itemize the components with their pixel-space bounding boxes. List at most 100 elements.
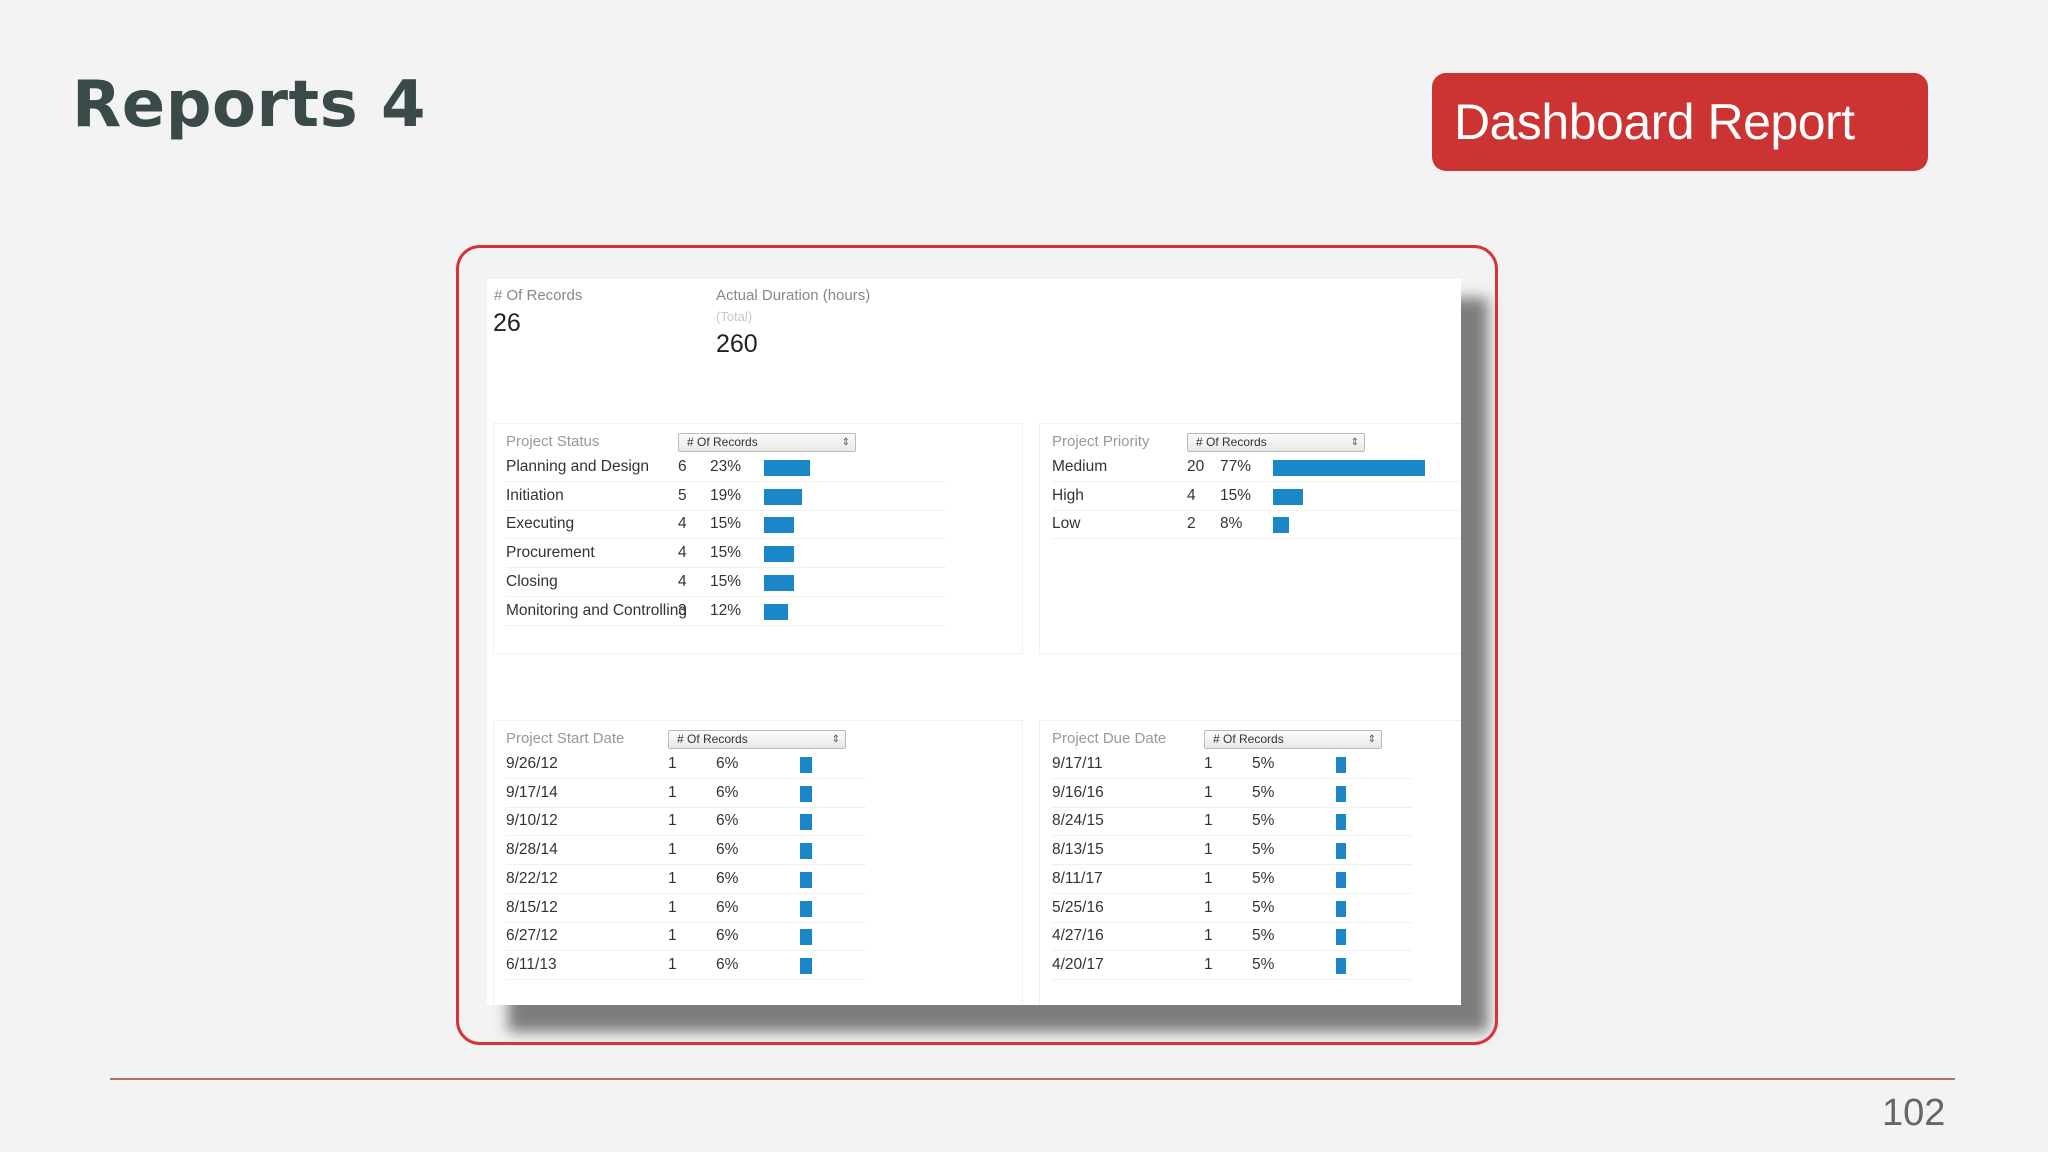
row-label: 8/22/12 xyxy=(506,869,558,887)
row-label: 8/13/15 xyxy=(1052,841,1104,859)
table-row: 9/26/12 1 6% xyxy=(494,751,1022,779)
row-label: 9/10/12 xyxy=(506,812,558,830)
project-status-panel: Project Status # Of Records ⇕ Planning a… xyxy=(493,423,1023,654)
row-percent: 5% xyxy=(1252,869,1275,887)
row-divider xyxy=(506,595,946,597)
row-label: 9/17/11 xyxy=(1052,755,1103,772)
row-bar xyxy=(800,957,812,974)
row-count: 1 xyxy=(1204,869,1213,887)
row-count: 1 xyxy=(1204,927,1213,945)
table-row: 9/10/12 1 6% xyxy=(494,808,1022,837)
row-label: Medium xyxy=(1052,458,1108,475)
row-divider xyxy=(506,509,946,511)
row-count: 5 xyxy=(678,486,687,504)
project-start-date-panel: Project Start Date # Of Records ⇕ 9/26/1… xyxy=(493,720,1023,1005)
select-arrows-icon: ⇕ xyxy=(841,437,850,448)
row-count: 4 xyxy=(678,515,687,533)
row-divider xyxy=(506,778,866,779)
row-percent: 5% xyxy=(1252,812,1275,830)
row-divider xyxy=(506,950,866,952)
duration-kpi-value: 260 xyxy=(716,330,758,358)
table-row: Medium 20 77% xyxy=(1040,454,1461,482)
panel-title: Project Due Date xyxy=(1052,730,1167,747)
metric-select[interactable]: # Of Records ⇕ xyxy=(1187,433,1365,452)
row-percent: 6% xyxy=(716,755,739,772)
row-divider xyxy=(506,624,946,626)
page-number: 102 xyxy=(1882,1092,1946,1134)
row-bar xyxy=(1336,843,1346,860)
metric-select[interactable]: # Of Records ⇕ xyxy=(678,433,856,452)
slide-title: Reports 4 xyxy=(72,68,427,142)
row-label: 9/16/16 xyxy=(1052,783,1104,801)
row-label: Low xyxy=(1052,515,1081,533)
row-count: 2 xyxy=(1187,515,1196,533)
row-divider xyxy=(1052,978,1412,980)
row-percent: 5% xyxy=(1252,755,1275,772)
metric-select-value: # Of Records xyxy=(1196,435,1267,449)
row-bar xyxy=(764,517,794,534)
select-arrows-icon: ⇕ xyxy=(831,734,840,745)
row-divider xyxy=(1052,950,1412,952)
row-percent: 6% xyxy=(716,783,739,801)
row-label: Initiation xyxy=(506,486,564,504)
row-percent: 15% xyxy=(710,544,742,562)
row-label: Monitoring and Controlling xyxy=(506,601,687,619)
row-count: 6 xyxy=(678,458,687,475)
row-percent: 6% xyxy=(716,812,739,830)
records-kpi-label: # Of Records xyxy=(494,287,583,304)
row-label: 8/15/12 xyxy=(506,898,558,916)
row-divider xyxy=(1052,835,1412,837)
row-label: 8/28/14 xyxy=(506,841,558,859)
row-divider xyxy=(506,921,866,923)
row-count: 1 xyxy=(668,898,677,916)
row-count: 1 xyxy=(1204,841,1213,859)
row-divider xyxy=(1052,778,1412,779)
row-label: Procurement xyxy=(506,544,595,562)
row-count: 1 xyxy=(668,755,677,772)
row-count: 1 xyxy=(1204,755,1213,772)
row-divider xyxy=(506,835,866,837)
metric-select-value: # Of Records xyxy=(687,435,758,449)
row-bar xyxy=(1273,517,1289,534)
table-row: Initiation 5 19% xyxy=(494,483,1022,511)
row-bar xyxy=(800,929,812,946)
screenshot-highlight-frame xyxy=(456,245,1498,1045)
row-divider xyxy=(1052,481,1461,482)
row-percent: 23% xyxy=(710,458,742,475)
table-row: 6/27/12 1 6% xyxy=(494,923,1022,952)
row-bar xyxy=(764,574,794,591)
row-label: 5/25/16 xyxy=(1052,898,1104,916)
row-bar xyxy=(1336,757,1346,773)
row-count: 1 xyxy=(668,783,677,801)
row-count: 1 xyxy=(668,841,677,859)
row-label: 9/17/14 xyxy=(506,783,558,801)
metric-select[interactable]: # Of Records ⇕ xyxy=(1204,730,1382,749)
row-label: High xyxy=(1052,486,1084,504)
row-bar xyxy=(1336,785,1346,802)
row-percent: 5% xyxy=(1252,841,1275,859)
row-bar xyxy=(800,785,812,802)
table-row: 4/27/16 1 5% xyxy=(1040,923,1461,952)
row-bar xyxy=(764,546,794,563)
dashboard-screenshot: # Of Records 26 Actual Duration (hours) … xyxy=(487,279,1461,1005)
row-percent: 6% xyxy=(716,955,739,973)
row-label: Executing xyxy=(506,515,575,533)
row-percent: 15% xyxy=(1220,486,1252,504)
row-divider xyxy=(506,978,866,980)
row-count: 4 xyxy=(678,544,687,562)
row-label: 4/27/16 xyxy=(1052,927,1104,945)
row-divider xyxy=(506,481,946,482)
footer-divider xyxy=(110,1078,1955,1080)
table-row: 8/11/17 1 5% xyxy=(1040,866,1461,894)
row-count: 1 xyxy=(1204,898,1213,916)
row-bar xyxy=(1336,957,1346,974)
row-percent: 6% xyxy=(716,898,739,916)
row-divider xyxy=(1052,864,1412,866)
row-percent: 6% xyxy=(716,841,739,859)
row-divider xyxy=(1052,806,1412,808)
table-row: 8/24/15 1 5% xyxy=(1040,808,1461,837)
metric-select[interactable]: # Of Records ⇕ xyxy=(668,730,846,749)
row-bar xyxy=(764,603,788,620)
row-bar xyxy=(1336,900,1346,917)
row-percent: 15% xyxy=(710,515,742,533)
